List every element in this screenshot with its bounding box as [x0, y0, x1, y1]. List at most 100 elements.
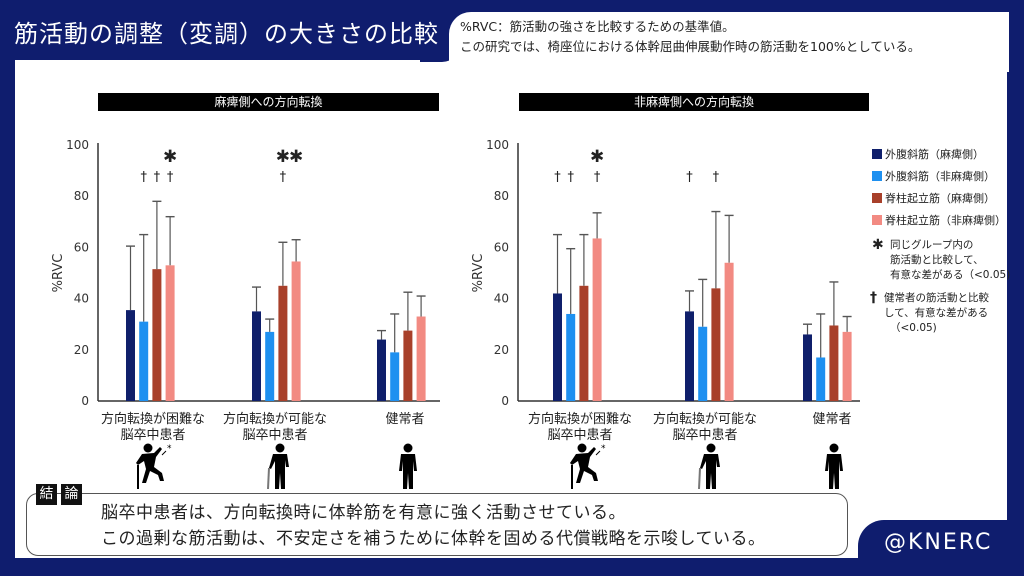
conclusion-line-2: この過剰な筋活動は、不安定さを補うために体幹を固める代償戦略を示唆している。 — [101, 529, 766, 549]
content-panel — [15, 60, 1007, 558]
legend-item: 脊柱起立筋（非麻痺側） — [872, 209, 1006, 231]
y-tick-label: 80 — [74, 189, 89, 203]
bar — [842, 331, 852, 401]
bar — [685, 311, 694, 401]
person-with-cane-icon — [263, 443, 293, 495]
y-tick-label: 40 — [74, 292, 89, 306]
bar — [816, 357, 826, 401]
significance-dagger: † — [554, 170, 561, 185]
asterisk-icon: ✱ — [872, 237, 884, 253]
brand-tab — [858, 520, 1024, 576]
bar — [291, 261, 301, 401]
dagger-note-line: して、有意な差がある — [884, 307, 989, 319]
y-tick-label: 0 — [81, 394, 89, 408]
bar — [553, 293, 562, 401]
x-tick-label: 方向転換が困難な 脳卒中患者 — [527, 412, 632, 443]
y-tick-label: 60 — [494, 240, 509, 254]
conclusion-tag-1: 結 — [36, 484, 57, 505]
bar — [377, 339, 386, 401]
bar — [698, 326, 708, 401]
significance-dagger: † — [167, 170, 174, 185]
bar — [152, 269, 162, 401]
asterisk-note-line: 筋活動と比較して、 — [890, 254, 984, 266]
legend-swatch — [872, 171, 882, 181]
significance-dagger: † — [567, 170, 574, 185]
bar — [579, 285, 589, 401]
legend-swatch — [872, 193, 882, 203]
dagger-icon: † — [870, 290, 877, 306]
stumbling-person-icon: * — [132, 443, 176, 495]
significance-dagger: † — [713, 170, 720, 185]
y-tick-label: 0 — [501, 394, 509, 408]
y-tick-label: 40 — [494, 292, 509, 306]
x-tick-label: 健常者 — [385, 412, 425, 427]
person-with-cane-icon — [694, 443, 724, 495]
bar — [265, 331, 275, 401]
svg-text:*: * — [167, 444, 172, 454]
legend-label: 脊柱起立筋（非麻痺側） — [885, 214, 1006, 227]
significance-asterisk: ✱ — [276, 147, 290, 167]
x-tick-label: 健常者 — [812, 412, 852, 427]
y-tick-label: 20 — [74, 343, 89, 357]
significance-asterisk: ✱ — [163, 147, 177, 167]
legend-item: 脊柱起立筋（麻痺側） — [872, 187, 1006, 209]
chart-title-paretic: 麻痺側への方向転換 — [98, 93, 439, 111]
bar — [416, 316, 426, 401]
significance-dagger: † — [140, 170, 147, 185]
bar — [803, 334, 812, 401]
significance-asterisk: ✱ — [289, 147, 303, 167]
bar — [566, 313, 576, 401]
brand-label: @KNERC — [884, 530, 993, 555]
rvc-note-line-1: %RVC：筋活動の強さを比較するための基準値。 — [460, 19, 735, 34]
page-title: 筋活動の調整（変調）の大きさの比較 — [14, 20, 439, 48]
bar — [724, 262, 734, 401]
conclusion-line-1: 脳卒中患者は、方向転換時に体幹筋を有意に強く活動させている。 — [101, 503, 626, 523]
legend-swatch — [872, 215, 882, 225]
significance-dagger: † — [280, 170, 287, 185]
svg-text:*: * — [601, 444, 606, 454]
conclusion-box — [26, 493, 848, 556]
dagger-note-line: （<0.05) — [890, 322, 937, 334]
dagger-note-line: 健常者の筋活動と比較 — [884, 292, 989, 304]
y-axis-label: %RVC — [51, 254, 66, 293]
bar — [165, 265, 175, 401]
legend: 外腹斜筋（麻痺側） 外腹斜筋（非麻痺側） 脊柱起立筋（麻痺側） 脊柱起立筋（非麻… — [872, 143, 1006, 231]
bar — [139, 321, 149, 401]
legend-label: 外腹斜筋（麻痺側） — [885, 148, 984, 161]
x-tick-label: 方向転換が可能な 脳卒中患者 — [652, 412, 757, 443]
standing-person-icon — [396, 443, 420, 495]
stumbling-person-icon: * — [566, 443, 610, 495]
y-tick-label: 20 — [494, 343, 509, 357]
y-tick-label: 100 — [66, 138, 89, 152]
rvc-note-box — [449, 12, 1009, 72]
x-tick-label: 方向転換が可能な 脳卒中患者 — [222, 412, 327, 443]
asterisk-note-line: 同じグループ内の — [890, 239, 974, 251]
chart-title-nonparetic: 非麻痺側への方向転換 — [519, 93, 869, 111]
y-tick-label: 80 — [494, 189, 509, 203]
conclusion-tag-2: 論 — [61, 484, 82, 505]
bar — [711, 288, 721, 401]
asterisk-note: 同じグループ内の 筋活動と比較して、 有意な差がある（<0.05) — [890, 238, 1010, 283]
bar — [252, 311, 261, 401]
legend-label: 脊柱起立筋（麻痺側） — [885, 192, 995, 205]
bar — [278, 285, 288, 401]
bar — [829, 325, 839, 401]
legend-item: 外腹斜筋（麻痺側） — [872, 143, 1006, 165]
significance-asterisk: ✱ — [590, 147, 604, 167]
y-tick-label: 100 — [486, 138, 509, 152]
significance-dagger: † — [686, 170, 693, 185]
bar — [592, 238, 602, 401]
bar — [126, 310, 135, 401]
dagger-note: 健常者の筋活動と比較 して、有意な差がある （<0.05) — [884, 291, 989, 336]
asterisk-note-line: 有意な差がある（<0.05) — [890, 269, 1011, 281]
rvc-note-line-2: この研究では、椅座位における体幹屈曲伸展動作時の筋活動を100%としている。 — [460, 39, 921, 54]
bar — [390, 352, 400, 401]
standing-person-icon — [822, 443, 846, 495]
legend-swatch — [872, 149, 882, 159]
y-tick-label: 60 — [74, 240, 89, 254]
legend-item: 外腹斜筋（非麻痺側） — [872, 165, 1006, 187]
y-axis-label: %RVC — [471, 254, 486, 293]
x-tick-label: 方向転換が困難な 脳卒中患者 — [100, 412, 205, 443]
significance-dagger: † — [594, 170, 601, 185]
